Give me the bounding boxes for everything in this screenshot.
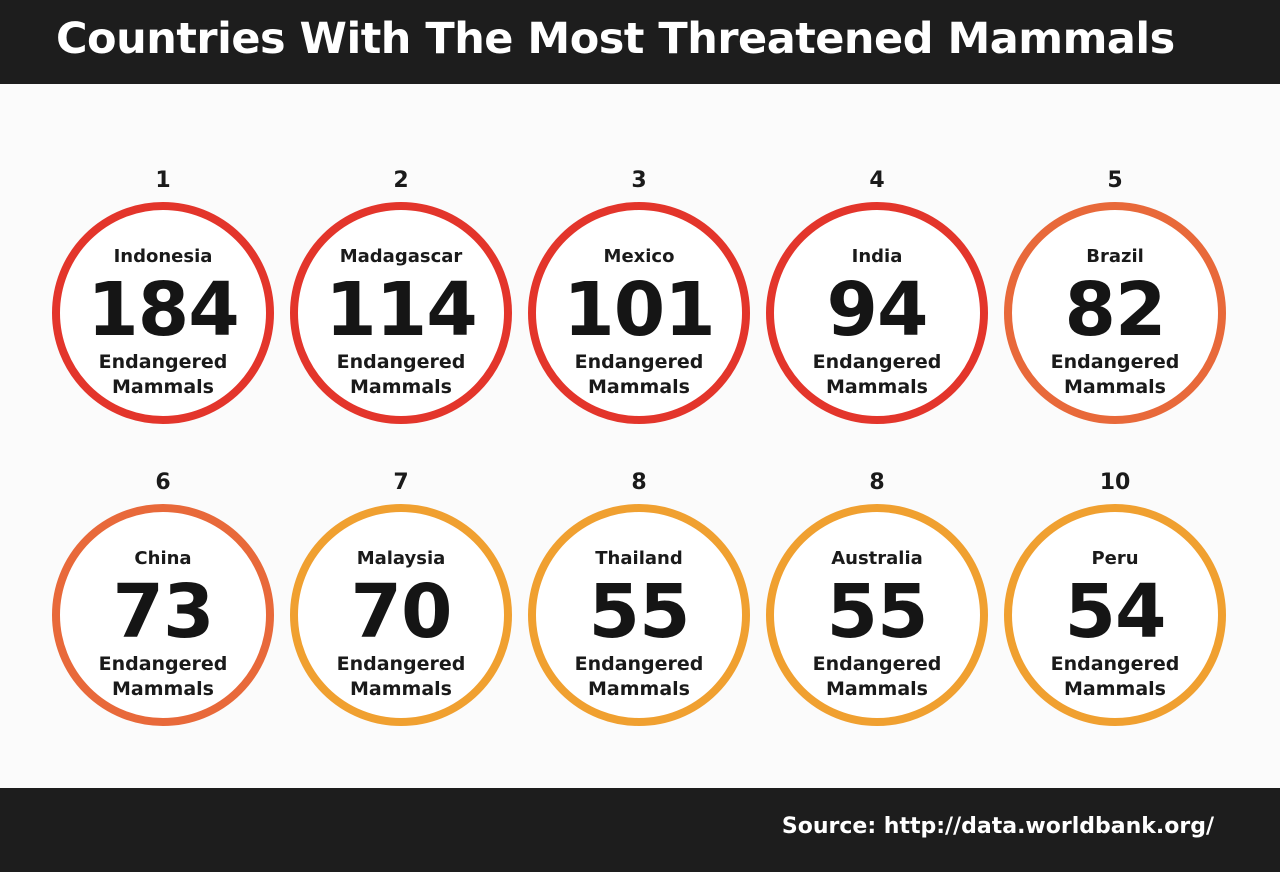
mammal-count: 73 [112, 569, 215, 655]
unit-label-line1: Endangered [812, 351, 942, 373]
rank-number: 2 [393, 168, 409, 193]
rank-number: 5 [1107, 168, 1123, 193]
country-name: Brazil [1086, 246, 1144, 267]
unit-label: Endangered Mammals [60, 652, 266, 702]
mammal-count: 101 [563, 267, 715, 353]
mammal-count: 70 [350, 569, 453, 655]
mammal-count: 55 [588, 569, 691, 655]
chart-title: Countries With The Most Threatened Mamma… [56, 14, 1175, 64]
mammal-count: 54 [1064, 569, 1167, 655]
rank-number: 6 [155, 470, 171, 495]
ranking-item: 4 India 94 Endangered Mammals [762, 168, 992, 458]
unit-label: Endangered Mammals [536, 350, 742, 400]
header-bar: Countries With The Most Threatened Mamma… [0, 0, 1280, 84]
value-circle: Australia 55 Endangered Mammals [766, 504, 988, 726]
unit-label-line2: Mammals [1064, 678, 1166, 700]
rank-number: 8 [631, 470, 647, 495]
rank-number: 10 [1099, 470, 1131, 495]
ranking-item: 10 Peru 54 Endangered Mammals [1000, 470, 1230, 760]
mammal-count: 184 [87, 267, 239, 353]
ranking-item: 8 Thailand 55 Endangered Mammals [524, 470, 754, 760]
value-circle: Madagascar 114 Endangered Mammals [290, 202, 512, 424]
unit-label-line1: Endangered [1050, 351, 1180, 373]
unit-label-line2: Mammals [588, 678, 690, 700]
unit-label-line1: Endangered [812, 653, 942, 675]
value-circle: China 73 Endangered Mammals [52, 504, 274, 726]
value-circle: Thailand 55 Endangered Mammals [528, 504, 750, 726]
unit-label-line2: Mammals [112, 678, 214, 700]
unit-label: Endangered Mammals [1012, 652, 1218, 702]
country-name: Peru [1091, 548, 1139, 569]
ranking-item: 6 China 73 Endangered Mammals [48, 470, 278, 760]
unit-label-line2: Mammals [826, 678, 928, 700]
country-name: Thailand [595, 548, 683, 569]
rank-number: 8 [869, 470, 885, 495]
unit-label-line1: Endangered [1050, 653, 1180, 675]
ranking-item: 2 Madagascar 114 Endangered Mammals [286, 168, 516, 458]
rank-number: 1 [155, 168, 171, 193]
mammal-count: 94 [826, 267, 929, 353]
country-name: Madagascar [339, 246, 463, 267]
unit-label-line2: Mammals [350, 376, 452, 398]
unit-label-line1: Endangered [98, 351, 228, 373]
ranking-item: 8 Australia 55 Endangered Mammals [762, 470, 992, 760]
mammal-count: 55 [826, 569, 929, 655]
country-name: Indonesia [113, 246, 213, 267]
mammal-count: 114 [325, 267, 477, 353]
source-note: Source: http://data.worldbank.org/ [781, 814, 1214, 839]
unit-label: Endangered Mammals [298, 652, 504, 702]
country-name: Australia [831, 548, 923, 569]
country-name: Mexico [603, 246, 675, 267]
unit-label-line2: Mammals [826, 376, 928, 398]
unit-label: Endangered Mammals [536, 652, 742, 702]
unit-label-line2: Mammals [1064, 376, 1166, 398]
country-name: India [851, 246, 903, 267]
country-name: China [134, 548, 192, 569]
unit-label-line1: Endangered [574, 653, 704, 675]
unit-label-line1: Endangered [98, 653, 228, 675]
country-name: Malaysia [356, 548, 446, 569]
value-circle: Mexico 101 Endangered Mammals [528, 202, 750, 424]
unit-label-line1: Endangered [574, 351, 704, 373]
unit-label: Endangered Mammals [298, 350, 504, 400]
value-circle: Indonesia 184 Endangered Mammals [52, 202, 274, 424]
unit-label: Endangered Mammals [774, 350, 980, 400]
rank-number: 7 [393, 470, 409, 495]
rank-number: 4 [869, 168, 885, 193]
unit-label-line1: Endangered [336, 653, 466, 675]
value-circle: Brazil 82 Endangered Mammals [1004, 202, 1226, 424]
rank-number: 3 [631, 168, 647, 193]
ranking-item: 1 Indonesia 184 Endangered Mammals [48, 168, 278, 458]
ranking-item: 3 Mexico 101 Endangered Mammals [524, 168, 754, 458]
value-circle: India 94 Endangered Mammals [766, 202, 988, 424]
unit-label-line2: Mammals [112, 376, 214, 398]
unit-label-line1: Endangered [336, 351, 466, 373]
mammal-count: 82 [1064, 267, 1167, 353]
unit-label-line2: Mammals [588, 376, 690, 398]
unit-label: Endangered Mammals [60, 350, 266, 400]
unit-label: Endangered Mammals [1012, 350, 1218, 400]
value-circle: Peru 54 Endangered Mammals [1004, 504, 1226, 726]
value-circle: Malaysia 70 Endangered Mammals [290, 504, 512, 726]
footer-bar: Source: http://data.worldbank.org/ [0, 788, 1280, 872]
unit-label: Endangered Mammals [774, 652, 980, 702]
ranking-item: 5 Brazil 82 Endangered Mammals [1000, 168, 1230, 458]
unit-label-line2: Mammals [350, 678, 452, 700]
ranking-grid: 1 Indonesia 184 Endangered Mammals 2 Madagasca… [48, 168, 1230, 760]
ranking-item: 7 Malaysia 70 Endangered Mammals [286, 470, 516, 760]
